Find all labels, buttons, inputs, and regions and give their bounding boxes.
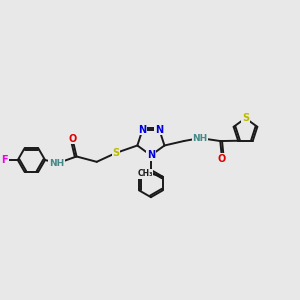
- Text: N: N: [139, 124, 147, 135]
- Text: N: N: [147, 150, 155, 160]
- Text: H: H: [198, 134, 205, 142]
- Text: NH: NH: [49, 158, 64, 167]
- Text: O: O: [69, 134, 77, 144]
- Text: CH₃: CH₃: [137, 169, 153, 178]
- Text: NH: NH: [193, 134, 208, 142]
- Text: N: N: [155, 124, 164, 135]
- Text: F: F: [1, 155, 8, 165]
- Text: O: O: [218, 154, 226, 164]
- Text: S: S: [112, 148, 120, 158]
- Text: S: S: [242, 113, 249, 123]
